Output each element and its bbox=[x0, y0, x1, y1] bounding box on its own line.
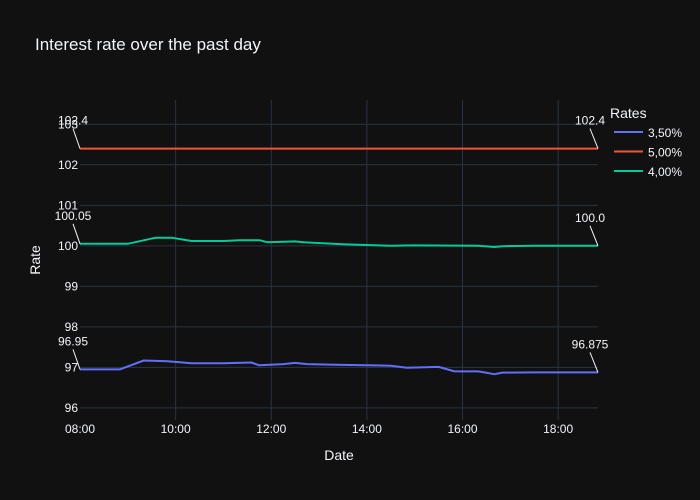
annotation-label: 100.05 bbox=[55, 209, 92, 223]
legend-entry: 4,00% bbox=[648, 165, 682, 179]
y-axis-label: Rate bbox=[27, 245, 43, 275]
annotation-arrow bbox=[72, 223, 81, 244]
annotation-label: 96.95 bbox=[58, 334, 88, 348]
y-tick-label: 102 bbox=[58, 158, 78, 172]
annotation-arrow bbox=[589, 128, 599, 149]
x-axis-label: Date bbox=[324, 447, 354, 463]
x-tick-label: 10:00 bbox=[161, 422, 191, 436]
y-tick-label: 103 bbox=[58, 117, 78, 131]
annotation-label: 102.4 bbox=[58, 114, 88, 128]
legend-entry: 5,00% bbox=[648, 146, 682, 160]
legend-entry: 3,50% bbox=[648, 126, 682, 140]
annotations: 96.95 96.875 102.4 102.4 100.05 100.0 bbox=[55, 114, 609, 373]
chart-title: Interest rate over the past day bbox=[35, 35, 261, 54]
y-tick-label: 98 bbox=[65, 320, 79, 334]
y-tick-labels: 96 97 98 99 100 101 102 103 bbox=[58, 117, 78, 415]
x-tick-label: 08:00 bbox=[65, 422, 95, 436]
y-tick-label: 97 bbox=[65, 360, 79, 374]
annotation-arrow bbox=[589, 352, 599, 373]
annotation-label: 96.875 bbox=[572, 337, 609, 351]
x-tick-label: 14:00 bbox=[352, 422, 382, 436]
legend-title: Rates bbox=[610, 105, 647, 121]
y-tick-label: 101 bbox=[58, 198, 78, 212]
grid bbox=[80, 100, 598, 420]
series-lines bbox=[80, 147, 598, 376]
x-tick-label: 18:00 bbox=[543, 422, 573, 436]
y-tick-label: 99 bbox=[65, 279, 79, 293]
x-tick-label: 16:00 bbox=[448, 422, 478, 436]
y-tick-label: 96 bbox=[65, 401, 79, 415]
x-tick-label: 12:00 bbox=[256, 422, 286, 436]
x-tick-labels: 08:00 10:00 12:00 14:00 16:00 18:00 bbox=[65, 422, 574, 436]
annotation-label: 102.4 bbox=[575, 114, 605, 128]
series-line-3 bbox=[80, 236, 598, 248]
legend: Rates 3,50% 5,00% 4,00% bbox=[610, 105, 682, 179]
annotation-arrow bbox=[72, 128, 81, 149]
annotation-arrow bbox=[72, 349, 81, 370]
annotation-arrow bbox=[589, 225, 599, 247]
annotation-label: 100.0 bbox=[575, 211, 605, 225]
y-tick-label: 100 bbox=[58, 239, 78, 253]
series-line-1 bbox=[80, 359, 598, 376]
